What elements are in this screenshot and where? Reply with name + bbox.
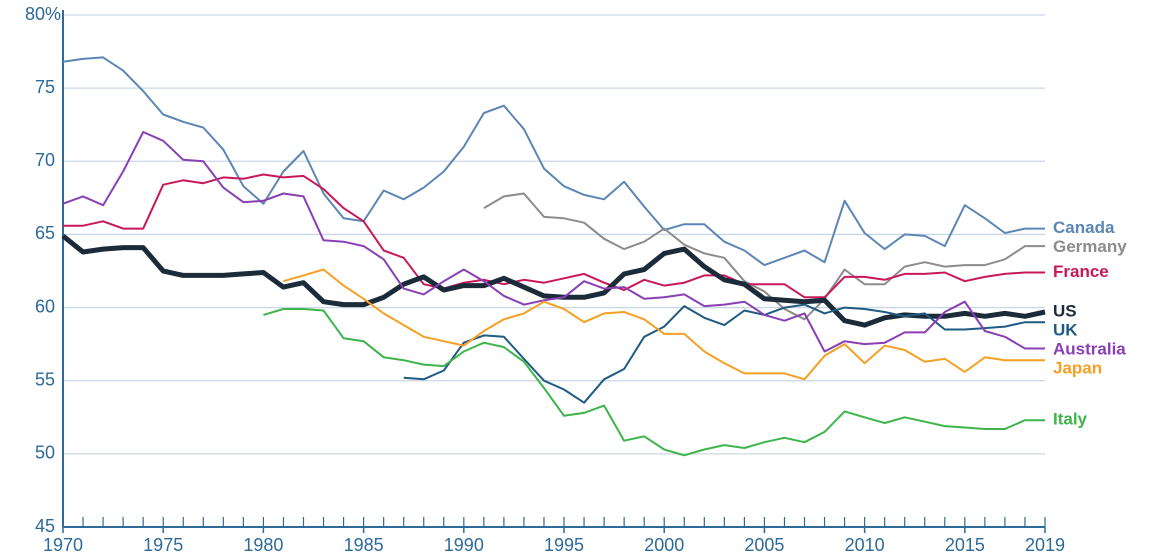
x-tick-label: 2010 bbox=[845, 535, 885, 555]
y-tick-label: 45 bbox=[35, 516, 55, 536]
x-tick-label: 1980 bbox=[243, 535, 283, 555]
legend-label: Canada bbox=[1053, 218, 1115, 237]
y-tick-label: 55 bbox=[35, 369, 55, 389]
y-tick-label: 60 bbox=[35, 296, 55, 316]
x-tick-label: 1995 bbox=[544, 535, 584, 555]
x-tick-label: 2019 bbox=[1025, 535, 1065, 555]
y-tick-label: 65 bbox=[35, 223, 55, 243]
legend-label: Japan bbox=[1053, 358, 1102, 377]
line-series bbox=[483, 192, 1045, 321]
legend-label: Germany bbox=[1053, 237, 1127, 256]
y-tick-label: 50 bbox=[35, 443, 55, 463]
y-tick-label: 80% bbox=[25, 4, 61, 24]
line-series bbox=[403, 303, 1045, 404]
x-tick-label: 2015 bbox=[945, 535, 985, 555]
line-series bbox=[263, 308, 1045, 457]
x-tick-label: 2005 bbox=[744, 535, 784, 555]
legend-label: Australia bbox=[1053, 339, 1126, 358]
x-tick-label: 1975 bbox=[143, 535, 183, 555]
line-series bbox=[62, 131, 1045, 353]
line-series bbox=[283, 268, 1045, 381]
legend-label: Italy bbox=[1053, 410, 1088, 429]
legend-label: France bbox=[1053, 262, 1109, 281]
line-series bbox=[61, 233, 1046, 328]
legend-label: US bbox=[1053, 301, 1077, 320]
y-tick-label: 70 bbox=[35, 150, 55, 170]
x-tick-label: 2000 bbox=[644, 535, 684, 555]
x-tick-label: 1985 bbox=[344, 535, 384, 555]
line-series bbox=[62, 56, 1045, 267]
legend-label: UK bbox=[1053, 320, 1078, 339]
y-tick-label: 75 bbox=[35, 77, 55, 97]
line-series bbox=[63, 173, 1045, 299]
x-tick-label: 1990 bbox=[444, 535, 484, 555]
x-tick-label: 1970 bbox=[43, 535, 83, 555]
